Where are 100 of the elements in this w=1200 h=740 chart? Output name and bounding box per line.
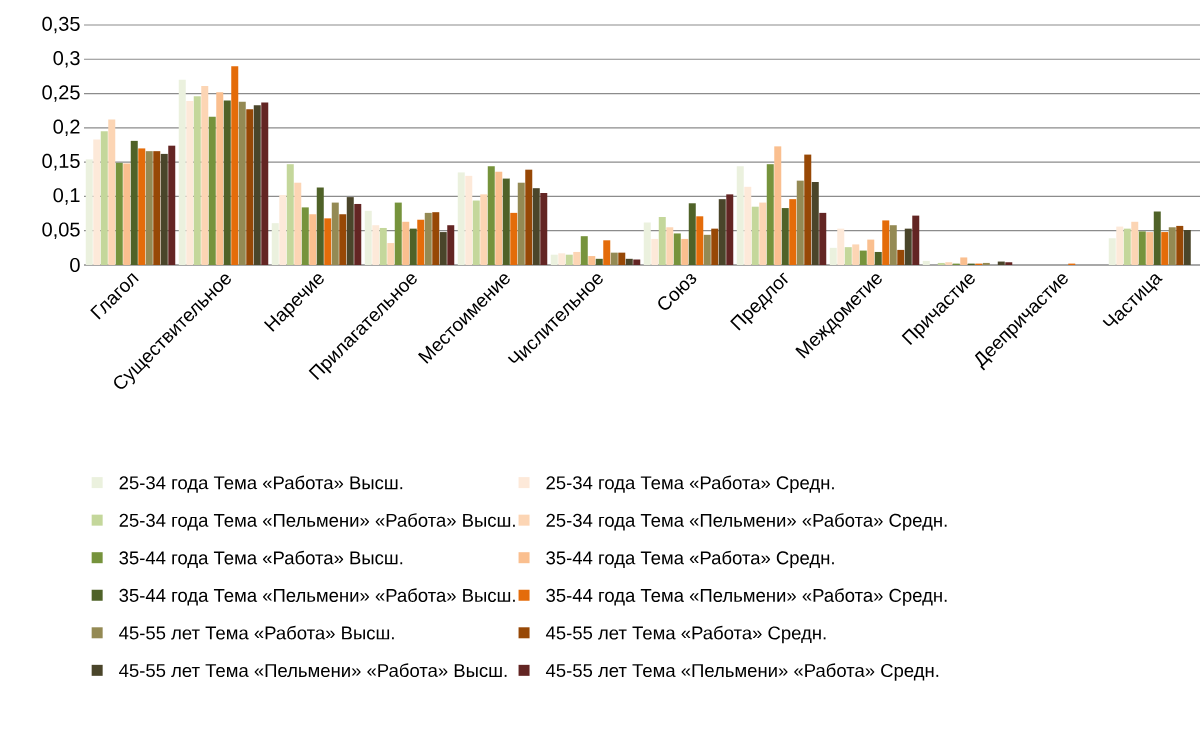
bar — [874, 251, 882, 265]
bar — [766, 164, 774, 265]
bar — [643, 222, 651, 265]
bar — [696, 216, 704, 265]
bar — [294, 182, 302, 265]
bar — [960, 257, 968, 265]
bar — [238, 101, 246, 265]
bar — [480, 194, 488, 265]
legend-label: 45-55 лет Тема «Работа» Высш. — [119, 625, 394, 640]
legend-label: 45-55 лет Тема «Пельмени» «Работа» Высш. — [119, 663, 507, 678]
bar — [945, 262, 953, 265]
bar — [681, 238, 689, 265]
bar — [844, 247, 852, 265]
bar — [354, 203, 362, 265]
bar — [123, 163, 131, 265]
bar — [588, 256, 596, 265]
bar — [130, 140, 138, 265]
bar — [417, 219, 425, 265]
y-tick-label: 0,2 — [53, 119, 80, 137]
bar — [457, 172, 465, 265]
bar — [271, 223, 279, 265]
bar — [447, 225, 455, 265]
bar — [651, 238, 659, 265]
bar — [108, 119, 116, 265]
bar — [897, 249, 905, 265]
bar — [819, 212, 827, 265]
bar — [246, 109, 254, 265]
bar — [216, 92, 224, 265]
bar — [726, 194, 734, 265]
bar — [703, 234, 711, 265]
bar — [736, 166, 744, 265]
bar — [510, 212, 518, 265]
bar — [339, 214, 347, 265]
y-tick-label: 0,1 — [53, 188, 80, 205]
bar — [580, 236, 588, 265]
bar — [912, 215, 920, 265]
bar — [558, 253, 566, 265]
bar — [1183, 230, 1191, 265]
y-tick-label: 0,05 — [42, 222, 80, 239]
bar — [540, 192, 548, 265]
bar — [364, 210, 372, 265]
legend-label: 35-44 года Тема «Работа» Высш. — [119, 550, 403, 568]
legend-label: 35-44 года Тема «Пельмени» «Работа» Средн. — [546, 588, 947, 606]
bar — [1138, 231, 1146, 265]
bar — [409, 228, 417, 265]
bar — [937, 262, 945, 265]
bar — [751, 206, 759, 265]
bar — [145, 151, 153, 265]
bar — [424, 212, 432, 265]
legend-label: 25-34 года Тема «Работа» Высш. — [119, 475, 403, 493]
bar — [837, 228, 845, 265]
bar — [718, 199, 726, 265]
bar — [208, 116, 216, 265]
y-tick-label: 0 — [70, 257, 80, 273]
bar — [178, 79, 186, 265]
bar — [153, 151, 161, 265]
bar — [1005, 262, 1013, 265]
bar — [261, 102, 269, 265]
legend-label: 45-55 лет Тема «Пельмени» «Работа» Средн. — [545, 663, 939, 681]
bar — [286, 164, 294, 265]
bar — [439, 232, 447, 265]
bar — [550, 254, 558, 265]
bar — [811, 182, 819, 265]
bar — [1116, 226, 1124, 265]
bar — [852, 244, 860, 265]
bar — [331, 202, 339, 265]
bar — [495, 171, 503, 265]
bar — [625, 258, 633, 265]
bar — [387, 243, 395, 265]
bar — [744, 186, 752, 265]
bar — [603, 240, 611, 265]
bar — [859, 250, 867, 265]
bar — [532, 188, 540, 265]
bar — [565, 254, 573, 265]
legend-label: 25-34 года Тема «Пельмени» «Работа» Высш. — [119, 513, 515, 531]
bar — [432, 212, 440, 265]
bar — [402, 221, 410, 265]
bar — [279, 195, 287, 265]
bar — [138, 148, 146, 265]
bar — [160, 153, 168, 265]
bar — [1153, 211, 1161, 265]
bar — [193, 96, 201, 265]
bar — [882, 220, 890, 265]
bar — [1146, 232, 1154, 265]
bar — [688, 203, 696, 265]
bar — [781, 208, 789, 265]
bar — [502, 178, 510, 265]
bar — [633, 259, 641, 265]
bar — [595, 258, 603, 265]
bar — [93, 139, 101, 265]
bar — [774, 146, 782, 265]
bar — [186, 101, 194, 265]
legend-label: 35-44 года Тема «Работа» Средн. — [546, 550, 834, 569]
bar — [889, 225, 897, 265]
y-tick-label: 0,3 — [53, 51, 80, 68]
bar — [658, 216, 666, 265]
bar — [1131, 221, 1139, 265]
bar — [1168, 227, 1176, 265]
y-tick-label: 0,25 — [42, 85, 80, 102]
bar — [867, 239, 875, 265]
